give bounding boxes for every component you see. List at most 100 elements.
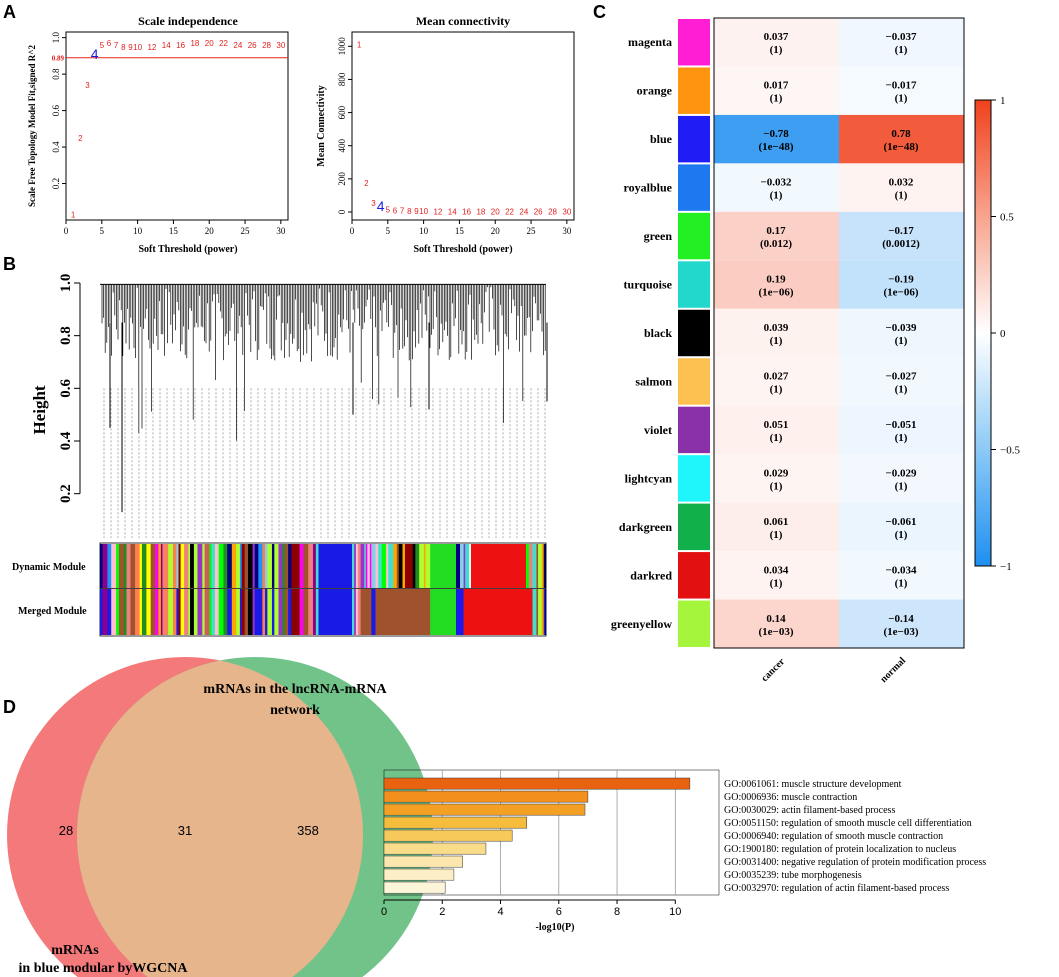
column-label-cancer: cancer bbox=[759, 656, 787, 684]
merged-module-segment bbox=[153, 589, 156, 635]
dynamic-module-segment bbox=[126, 544, 131, 588]
e-x-tick-label: 2 bbox=[439, 906, 445, 918]
merged-module-segment bbox=[367, 589, 371, 635]
merged-module-segment bbox=[130, 589, 136, 635]
merged-module-segment bbox=[254, 589, 259, 635]
cell-cancer-value: 0.051 bbox=[764, 419, 789, 431]
cell-cancer-value: 0.034 bbox=[764, 564, 789, 576]
cell-normal-pvalue: (1) bbox=[895, 44, 908, 56]
a1-x-tick-label: 0 bbox=[64, 226, 69, 236]
dynamic-module-segment bbox=[141, 544, 147, 588]
cell-normal-pvalue: (1) bbox=[895, 480, 908, 492]
a1-point-label: 16 bbox=[176, 41, 185, 50]
dynamic-module-segment bbox=[299, 544, 304, 588]
dynamic-module-segment bbox=[291, 544, 296, 588]
merged-module-segment bbox=[184, 589, 189, 635]
dynamic-module-segment bbox=[538, 544, 543, 588]
a2-x-tick-label: 5 bbox=[386, 226, 391, 236]
venn-set-left-label-line2: in blue modular byWGCNA bbox=[19, 961, 189, 976]
merged-module-segment bbox=[209, 589, 212, 635]
merged-module-segment bbox=[155, 589, 159, 635]
cell-normal-violet bbox=[839, 405, 964, 455]
go-bar bbox=[383, 816, 527, 829]
cell-cancer-pvalue: (1e−03) bbox=[759, 626, 794, 638]
dynamic-module-segment bbox=[118, 544, 125, 588]
merged-module-segment bbox=[158, 589, 162, 635]
dynamic-module-segment bbox=[536, 544, 539, 588]
merged-module-segment bbox=[352, 589, 355, 635]
merged-module-segment bbox=[193, 589, 198, 635]
cell-normal-darkred bbox=[839, 551, 964, 600]
dynamic-module-segment bbox=[456, 544, 461, 588]
a2-y-tick-label: 200 bbox=[337, 172, 347, 186]
dynamic-module-segment bbox=[388, 544, 394, 588]
dynamic-module-segment bbox=[218, 544, 224, 588]
a1-x-tick-label: 25 bbox=[241, 226, 251, 236]
merged-module-segment bbox=[252, 589, 256, 635]
e-x-tick-label: 4 bbox=[497, 906, 503, 918]
go-term-label: GO:0035239: tube morphogenesis bbox=[724, 870, 862, 881]
merged-module-segment bbox=[528, 589, 533, 635]
merged-module-segment bbox=[188, 589, 191, 635]
go-term-label: GO:0031400: negative regulation of prote… bbox=[724, 857, 986, 868]
dynamic-module-segment bbox=[262, 544, 266, 588]
a2-point-label: 7 bbox=[400, 207, 405, 216]
panel-label-c: C bbox=[593, 2, 606, 22]
merged-module-segment bbox=[463, 589, 466, 635]
a1-point-label: 28 bbox=[262, 41, 271, 50]
merged-module-segment bbox=[378, 589, 382, 635]
merged-module-segment bbox=[267, 589, 273, 635]
go-term-label: GO:0032970: regulation of actin filament… bbox=[724, 883, 949, 894]
a2-ylabel: Mean Connectivity bbox=[316, 85, 327, 166]
dynamic-module-segment bbox=[315, 544, 319, 588]
merged-module-segment bbox=[354, 589, 357, 635]
dynamic-module-segment bbox=[188, 544, 191, 588]
merged-module-segment bbox=[303, 589, 309, 635]
cell-cancer-value: 0.039 bbox=[764, 322, 789, 334]
cell-cancer-value: 0.017 bbox=[764, 80, 789, 92]
dynamic-module-segment bbox=[130, 544, 136, 588]
module-label-magenta: magenta bbox=[628, 35, 672, 49]
dynamic-module-segment bbox=[381, 544, 387, 588]
dynamic-module-segment bbox=[160, 544, 163, 588]
cell-normal-magenta bbox=[839, 18, 964, 67]
go-bar bbox=[383, 803, 586, 816]
a1-point-label: 30 bbox=[276, 41, 285, 50]
go-term-label: GO:0006936: muscle contraction bbox=[724, 792, 857, 803]
cell-cancer-royalblue bbox=[714, 163, 839, 212]
cell-normal-greenyellow bbox=[839, 599, 964, 648]
cell-normal-turquoise bbox=[839, 260, 964, 309]
a2-y-tick-label: 0 bbox=[337, 209, 347, 214]
e-x-tick-label: 6 bbox=[556, 906, 562, 918]
merged-module-segment bbox=[123, 589, 127, 635]
cell-normal-pvalue: (1) bbox=[895, 432, 908, 444]
b-y-tick-label: 0.8 bbox=[58, 326, 74, 345]
go-term-label: GO:0006940: regulation of smooth muscle … bbox=[724, 831, 943, 842]
a2-x-tick-label: 20 bbox=[491, 226, 501, 236]
merged-module-segment bbox=[371, 589, 376, 635]
cell-normal-royalblue bbox=[839, 163, 964, 212]
merged-module-segment bbox=[247, 589, 253, 635]
module-swatch-violet bbox=[678, 406, 710, 454]
a1-title: Scale independence bbox=[138, 14, 238, 28]
module-swatch-salmon bbox=[678, 358, 710, 405]
panel-label-a: A bbox=[3, 2, 16, 22]
dynamic-module-segment bbox=[265, 544, 268, 588]
merged-module-segment bbox=[365, 589, 368, 635]
e-x-tick-label: 10 bbox=[669, 906, 681, 918]
dynamic-module-segment bbox=[352, 544, 355, 588]
a1-x-tick-label: 5 bbox=[100, 226, 105, 236]
dynamic-module-segment bbox=[282, 544, 286, 588]
cell-cancer-magenta bbox=[714, 18, 839, 67]
a2-point-label: 5 bbox=[386, 206, 391, 215]
dynamic-module-segment bbox=[211, 544, 216, 588]
a1-plot-frame bbox=[65, 31, 289, 221]
merged-module-segment bbox=[135, 589, 140, 635]
a2-point-label: 10 bbox=[419, 207, 428, 216]
a2-point-label: 4 bbox=[377, 198, 385, 214]
merged-module-segment bbox=[176, 589, 179, 635]
dynamic-module-segment bbox=[217, 544, 219, 588]
a2-point-label: 26 bbox=[534, 208, 543, 217]
dynamic-module-segment bbox=[528, 544, 533, 588]
cell-cancer-salmon bbox=[714, 357, 839, 406]
